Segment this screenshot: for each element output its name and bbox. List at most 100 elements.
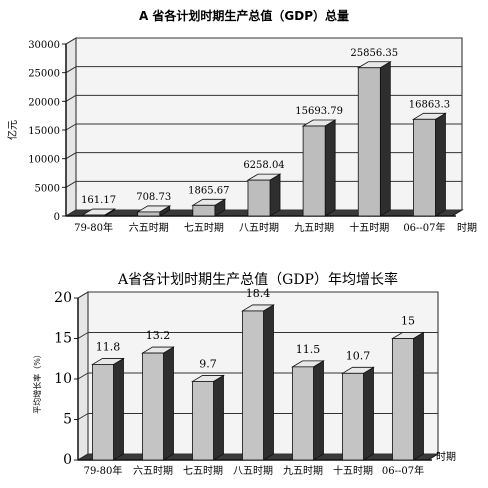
x-axis-title: 时期 (457, 222, 477, 234)
x-tick-label: 六五时期 (133, 465, 173, 477)
bar (412, 118, 436, 217)
x-tick-label: 十五时期 (333, 464, 373, 477)
bar (142, 352, 164, 461)
bar-value-label: 25856.35 (350, 48, 398, 59)
bar-value-label: 18.4 (246, 287, 271, 300)
gdp-growth-chart: A省各计划时期生产总值（GDP）年均增长率 0 5 10 15 20 11.8 79-80年 1… (0, 262, 488, 488)
bar-side (263, 304, 274, 461)
bar (242, 310, 264, 461)
x-tick-label: 九五时期 (294, 222, 334, 234)
bar-side (269, 173, 281, 217)
bar-group (81, 208, 117, 217)
y-tick-label: 5000 (35, 183, 60, 194)
bar (357, 67, 381, 217)
bar-group (291, 360, 325, 461)
gridline-side (77, 453, 89, 461)
gridline-side (65, 94, 77, 102)
bar (192, 381, 214, 461)
x-tick-label: 八五时期 (239, 222, 279, 234)
gridline-side (65, 123, 77, 131)
bar-side (313, 360, 324, 461)
y-axis-title: 亿元 (6, 120, 19, 140)
bar-side (435, 112, 446, 217)
bar-group (191, 374, 225, 461)
gridline-side (77, 372, 89, 380)
bar-group (136, 205, 172, 217)
bar-side (379, 61, 391, 217)
bar-group (301, 119, 337, 217)
bar-value-label: 13.2 (146, 329, 171, 342)
bar (92, 364, 114, 461)
gridline-side (65, 209, 77, 217)
bar-side (113, 357, 124, 461)
x-tick-label: 六五时期 (129, 222, 169, 234)
bar-group (341, 366, 375, 461)
y-tick-label: 15 (54, 331, 72, 347)
bar-value-label: 15693.79 (295, 106, 343, 117)
bar (292, 366, 314, 461)
x-axis-title: 时期 (436, 451, 456, 463)
gridline-side (65, 37, 77, 45)
gdp-total-chart: A 省各计划时期生产总值（GDP）总量 0 5000 10000 15000 20000 2… (6, 8, 477, 234)
gridline-side (77, 332, 89, 339)
bar-value-label: 708.73 (136, 192, 171, 203)
bar (137, 211, 161, 217)
gridline-side (65, 180, 77, 188)
x-tick-label: 九五时期 (283, 465, 323, 477)
gridline-side (77, 291, 89, 299)
gridline-side (65, 66, 77, 74)
bar-side (163, 346, 174, 461)
y-tick-label: 0 (54, 212, 60, 223)
bar-group (141, 346, 175, 461)
bar-group (91, 357, 125, 461)
bar-group (391, 331, 425, 461)
bar-value-label: 11.5 (296, 343, 321, 356)
bar-value-label: 9.7 (199, 357, 217, 370)
y-tick-label: 25000 (28, 69, 60, 80)
bar (192, 204, 216, 217)
bar-value-label: 161.17 (81, 195, 116, 206)
y-tick-label: 5 (63, 412, 72, 428)
gridline-side (65, 152, 77, 160)
bar (247, 179, 271, 217)
x-tick-label: 十五时期 (349, 221, 389, 234)
bar-group (246, 173, 282, 217)
x-tick-label: 七五时期 (183, 465, 223, 477)
y-tick-label: 10 (54, 371, 72, 387)
x-tick-label: 79-80年 (84, 464, 123, 477)
gdp-growth-chart-svg: A省各计划时期生产总值（GDP）年均增长率 0 5 10 15 20 11.8 79-80年 1… (32, 271, 456, 477)
y-axis-title: 平均增长率（%） (32, 350, 42, 414)
bar (82, 214, 105, 217)
y-tick-label: 0 (63, 452, 72, 468)
y-tick-label: 20000 (28, 97, 60, 108)
x-tick-label: 06--07年 (382, 464, 424, 477)
gdp-total-chart-svg: A 省各计划时期生产总值（GDP）总量 0 5000 10000 15000 20000 2… (6, 8, 477, 234)
bar-group (411, 112, 447, 217)
bar-side (413, 331, 424, 461)
bar-value-label: 16863.3 (409, 99, 450, 110)
bar-side (213, 374, 224, 461)
bar (392, 338, 414, 461)
bar-value-label: 10.7 (346, 349, 371, 362)
bar-group (356, 61, 392, 217)
y-tick-label: 10000 (28, 155, 60, 166)
bar-value-label: 15 (401, 315, 415, 328)
x-tick-label: 79-80年 (74, 221, 113, 234)
bar-group (241, 304, 275, 461)
bar-value-label: 6258.04 (243, 160, 284, 171)
x-tick-label: 06--07年 (403, 221, 445, 234)
chart-title: A 省各计划时期生产总值（GDP）总量 (139, 8, 349, 23)
y-tick-label: 30000 (28, 40, 60, 51)
bar-side (324, 119, 336, 217)
bar (302, 125, 326, 217)
y-tick-label: 20 (54, 290, 72, 306)
bar (342, 372, 364, 461)
x-tick-label: 八五时期 (233, 465, 273, 477)
gridline-side (77, 413, 89, 420)
chart-title: A省各计划时期生产总值（GDP）年均增长率 (117, 271, 398, 288)
bar-side (363, 366, 374, 461)
bar-group (191, 198, 227, 217)
bar-value-label: 11.8 (96, 340, 121, 353)
bar-value-label: 1865.67 (188, 185, 229, 196)
